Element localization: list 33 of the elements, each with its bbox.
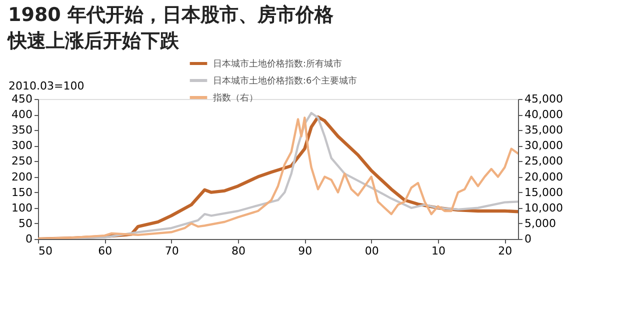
y-tick-label: 50 — [18, 216, 32, 230]
y-tick-label: 100 — [12, 201, 32, 214]
chart-title: 1980 年代开始，日本股市、房市价格快速上涨后开始下跌 — [6, 4, 334, 52]
y-axis-title: 2010.03=100 — [8, 80, 84, 92]
y-tick-label: 300 — [12, 139, 32, 152]
y2-tick-label: 35,000 — [524, 124, 563, 137]
y-tick-label: 350 — [12, 124, 32, 137]
y-tick-label: 200 — [12, 170, 32, 184]
y-tick-label: 400 — [12, 108, 32, 122]
legend-label: 指数（右） — [212, 92, 258, 104]
y2-tick-label: 0 — [524, 232, 532, 246]
x-tick-label: 90 — [298, 244, 312, 258]
y-tick-label: 150 — [12, 186, 32, 199]
y2-tick-label: 15,000 — [524, 186, 563, 199]
legend-label: 日本城市土地价格指数:6个主要城市 — [213, 76, 357, 86]
y2-tick-label: 20,000 — [524, 170, 563, 184]
x-tick-label: 00 — [364, 244, 379, 258]
y-tick-label: 450 — [12, 92, 32, 106]
x-tick-label: 80 — [232, 244, 246, 258]
y-tick-label: 0 — [26, 232, 32, 246]
legend-label: 日本城市土地价格指数:所有城市 — [213, 58, 342, 70]
y2-tick-label: 45,000 — [524, 92, 563, 106]
y2-tick-label: 10,000 — [524, 201, 563, 214]
x-tick-label: 10 — [432, 244, 446, 258]
y-tick-label: 250 — [12, 154, 32, 168]
y2-tick-label: 40,000 — [524, 108, 563, 122]
y2-tick-label: 30,000 — [524, 139, 563, 152]
x-tick-label: 50 — [38, 244, 52, 258]
x-tick-label: 60 — [98, 244, 112, 258]
y2-tick-label: 25,000 — [524, 154, 563, 168]
x-tick-label: 20 — [498, 244, 512, 258]
y2-tick-label: 5,000 — [524, 216, 556, 230]
x-tick-label: 70 — [164, 244, 179, 258]
